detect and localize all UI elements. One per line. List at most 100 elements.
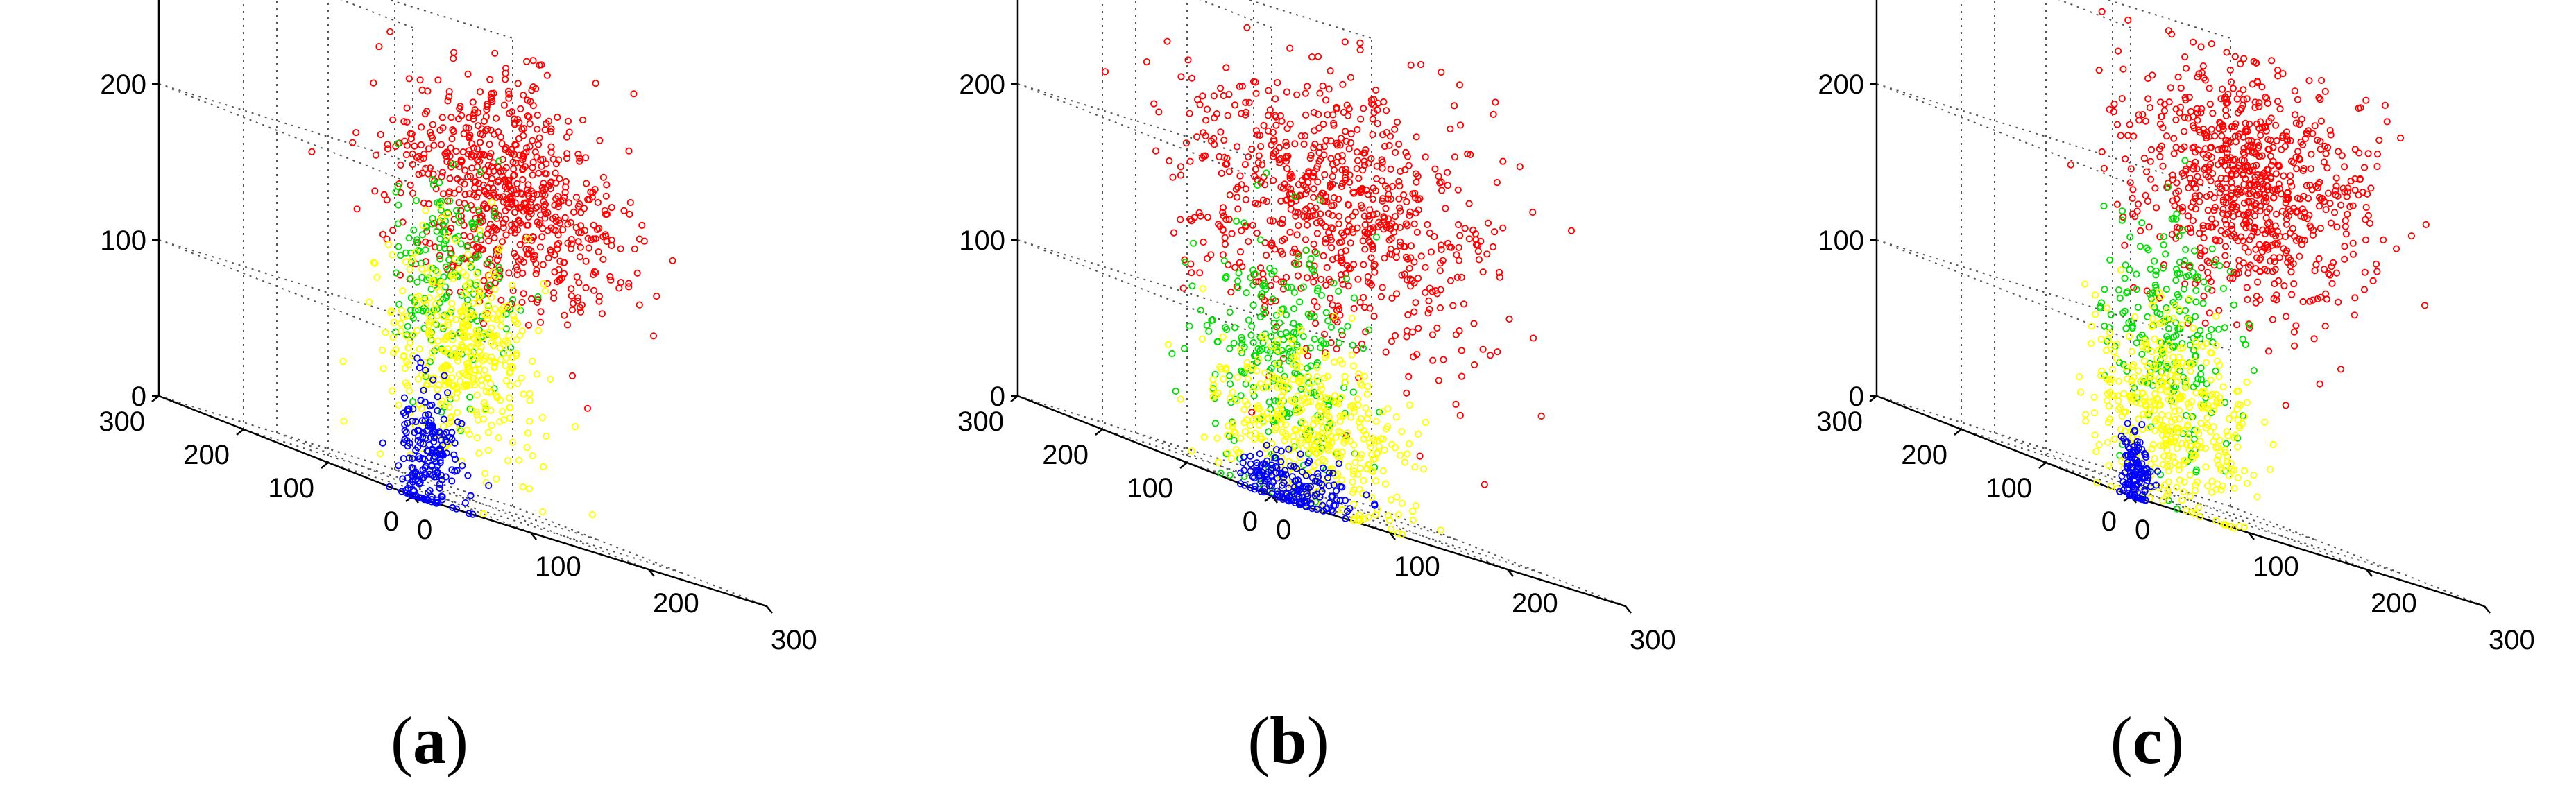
data-point [488,175,496,182]
data-point [1398,428,1406,436]
data-point [2172,458,2179,467]
data-point [416,345,424,353]
data-point [2169,298,2177,307]
data-point [2180,285,2188,293]
data-point [1383,129,1390,137]
data-point [2243,378,2251,386]
data-point [2227,189,2235,197]
data-point [491,359,499,366]
data-point [1216,85,1225,92]
data-point [2181,384,2189,392]
side-wall-grid-line [158,239,413,341]
data-point [2251,212,2259,220]
data-point [1297,450,1304,458]
data-point [2222,440,2230,447]
data-point [485,282,493,289]
data-point [459,148,467,156]
data-point [1359,237,1367,245]
data-point [349,139,357,146]
data-point [2163,132,2171,140]
data-point [439,228,447,236]
data-point [433,312,441,320]
data-point [1277,411,1285,418]
data-point [2221,467,2229,475]
data-point [2160,353,2168,361]
data-point [568,240,576,248]
data-point [2160,241,2167,249]
data-point [2200,234,2208,241]
data-point [1374,223,1382,231]
data-point [2186,442,2194,450]
data-point [1329,173,1336,180]
data-point [2369,277,2377,284]
data-point [434,393,441,401]
x-tick-mark [2366,569,2373,577]
data-point [608,203,615,212]
data-point [2208,215,2216,223]
panel-label-b: (b) [1247,703,1329,777]
data-point [1227,289,1235,296]
data-point [2207,376,2215,384]
data-point [527,98,534,105]
data-point [2234,443,2242,451]
data-point [1336,339,1343,347]
data-point [536,211,545,218]
data-point [410,226,418,234]
data-point [2235,263,2243,270]
data-point [476,293,484,300]
data-point [2147,175,2155,183]
data-point [1234,373,1241,381]
data-point [1310,278,1317,286]
data-point [479,510,487,518]
data-point [1401,458,1409,466]
data-point [2244,209,2251,217]
data-point [539,508,547,516]
data-point [534,111,541,119]
data-point [1360,372,1368,380]
data-point [2189,217,2197,225]
data-point [2252,205,2260,213]
data-point [1219,333,1227,341]
data-point [1342,270,1350,277]
data-point [1386,250,1394,258]
data-point [1505,315,1513,323]
data-point [2126,121,2133,128]
data-point [1437,241,1445,249]
data-point [2156,416,2164,424]
data-point [469,98,477,106]
data-point [1350,441,1358,449]
data-point [2217,227,2225,234]
data-point [1379,284,1386,291]
data-point [1232,185,1240,193]
data-point [1342,379,1349,386]
data-point [590,286,598,294]
data-point [441,245,449,252]
data-point [519,152,527,160]
data-point [2127,481,2135,488]
data-point [1388,338,1396,345]
data-point [474,156,481,164]
data-point [1355,370,1363,378]
data-point [2269,186,2276,194]
data-point [1481,481,1488,488]
data-point [1274,346,1281,354]
data-point [1247,452,1254,460]
data-point [453,467,461,474]
data-point [2251,98,2259,106]
series-points [1236,441,1379,522]
data-point [420,297,428,304]
data-point [1349,388,1357,396]
data-point [1188,269,1195,277]
data-point [2299,298,2307,306]
data-point [2129,433,2137,442]
data-point [1282,377,1290,385]
data-point [1306,155,1314,162]
data-point [422,300,429,308]
data-point [1230,427,1238,436]
data-point [1278,220,1286,227]
data-point [1361,149,1369,157]
data-point [2156,375,2163,382]
data-point [2332,182,2340,190]
data-point [1393,118,1401,126]
data-point [538,233,546,241]
